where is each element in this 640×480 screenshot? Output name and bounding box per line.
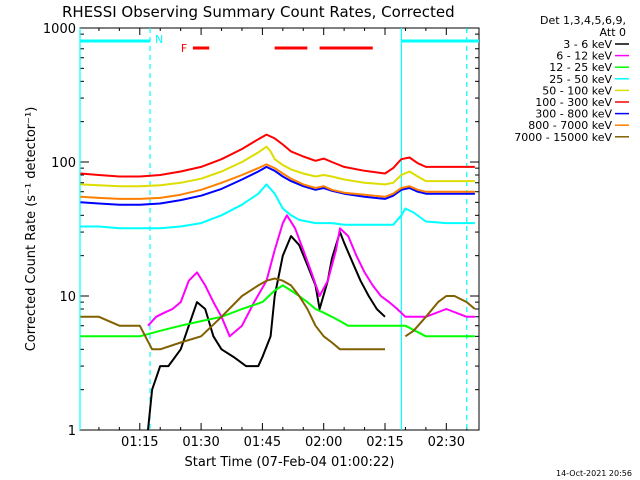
night-bar-label: N (155, 33, 163, 46)
series-line-6 (80, 165, 475, 206)
x-tick-label: 02:00 (305, 435, 342, 450)
series-line-0 (147, 231, 386, 431)
legend-header: Det 1,3,4,5,6,9, (540, 14, 626, 27)
legend-label: 3 - 6 keV (563, 38, 612, 51)
y-tick-label: 1000 (43, 22, 76, 37)
legend-label: 12 - 25 keV (549, 61, 612, 74)
plot-area: 01:15 01:30 01:45 02:00 02:15 02:30 1 10 100 1000… (24, 22, 480, 470)
y-tick-label: 100 (51, 156, 76, 171)
legend-label: 7000 - 15000 keV (514, 131, 612, 144)
legend-label: 25 - 50 keV (549, 73, 612, 86)
footer-timestamp: 14-Oct-2021 20:56 (556, 469, 632, 478)
x-tick-label: 02:30 (428, 435, 465, 450)
legend-label: 6 - 12 keV (556, 50, 612, 63)
legend-label: 300 - 800 keV (535, 108, 612, 121)
series-line-4 (80, 145, 475, 188)
y-tick-label: 10 (59, 290, 76, 305)
flare-bar-label: F (181, 42, 187, 55)
x-tick-label: 02:15 (366, 435, 403, 450)
series-line-3 (80, 183, 475, 230)
legend-label: 100 - 300 keV (535, 96, 612, 109)
x-axis-label: Start Time (07-Feb-04 01:00:22) (185, 455, 395, 470)
series-line-8 (404, 295, 476, 338)
x-tick-label: 01:30 (182, 435, 219, 450)
series-line-1 (147, 214, 475, 338)
x-tick-label: 01:45 (244, 435, 281, 450)
legend-label: 800 - 7000 keV (528, 119, 612, 132)
legend-header: Att 0 (600, 26, 626, 39)
chart-title: RHESSI Observing Summary Count Rates, Co… (62, 3, 455, 21)
x-tick-label: 01:15 (121, 435, 158, 450)
legend-label: 50 - 100 keV (542, 84, 612, 97)
y-axis-label: Corrected Count Rate (s⁻¹ detector⁻¹) (24, 107, 39, 352)
series-line-5 (80, 133, 475, 178)
series-line-7 (80, 163, 475, 200)
series-line-8 (80, 277, 385, 351)
y-tick-label: 1 (68, 424, 76, 439)
